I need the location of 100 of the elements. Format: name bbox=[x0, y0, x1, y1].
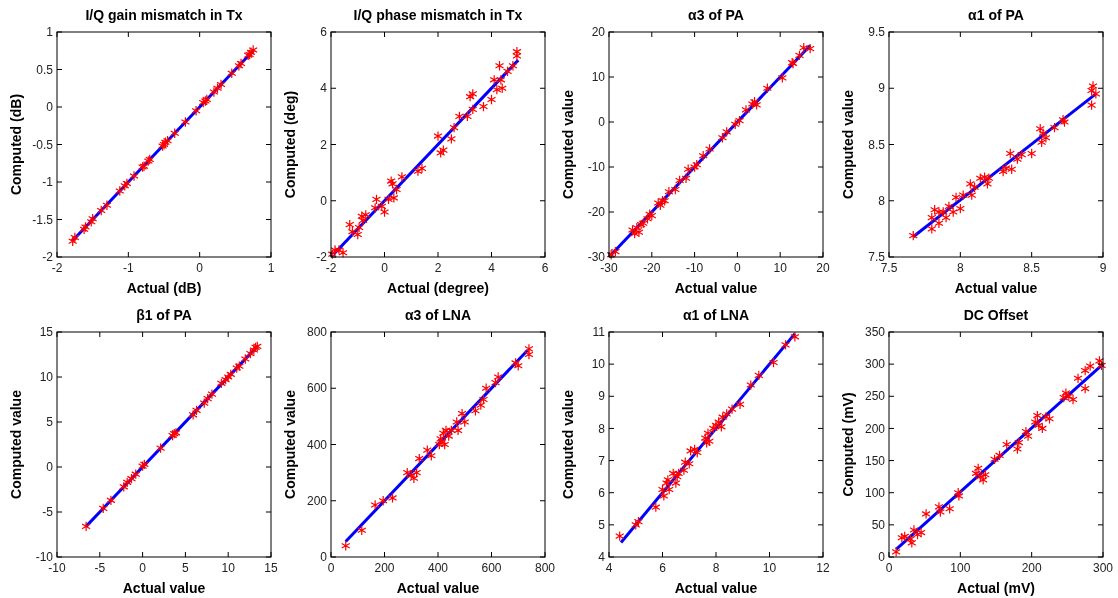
y-axis-title: Computed value bbox=[560, 389, 576, 499]
y-tick-label: 9.5 bbox=[868, 25, 886, 40]
x-tick-label: 10 bbox=[221, 561, 236, 575]
y-tick-label: -10 bbox=[35, 550, 54, 565]
x-tick-label: 200 bbox=[374, 561, 395, 575]
x-tick-label: 10 bbox=[762, 561, 777, 575]
x-tick-label: 8 bbox=[712, 561, 720, 575]
y-axis-title: Computed value bbox=[840, 89, 856, 199]
chart-title: I/Q gain mismatch in Tx bbox=[85, 7, 243, 23]
x-tick-label: 15 bbox=[264, 561, 278, 575]
x-axis-title: Actual value bbox=[674, 280, 758, 296]
y-axis-title: Computed (deg) bbox=[282, 90, 298, 199]
y-tick-label: 10 bbox=[39, 370, 54, 385]
y-axis-title: Computed value bbox=[282, 389, 298, 499]
y-tick-label: 0 bbox=[46, 460, 54, 475]
x-tick-label: -5 bbox=[94, 561, 106, 575]
x-tick-label: 300 bbox=[1092, 561, 1114, 575]
chart-title: DC Offset bbox=[963, 307, 1029, 323]
y-tick-label: 2 bbox=[320, 137, 328, 152]
y-tick-label: 100 bbox=[864, 485, 886, 500]
y-tick-label: 600 bbox=[306, 381, 328, 396]
x-axis-title: Actual value bbox=[674, 580, 758, 596]
y-tick-label: 6 bbox=[598, 485, 606, 500]
y-tick-label: 0.5 bbox=[36, 62, 54, 77]
y-tick-label: 4 bbox=[598, 550, 606, 565]
x-tick-label: 2 bbox=[434, 261, 442, 275]
y-tick-label: -10 bbox=[587, 160, 606, 175]
y-tick-label: 250 bbox=[864, 389, 886, 404]
y-tick-label: 6 bbox=[320, 25, 328, 40]
chart-title: I/Q phase mismatch in Tx bbox=[353, 7, 523, 23]
y-tick-label: 8.5 bbox=[868, 137, 886, 152]
y-tick-label: 400 bbox=[306, 437, 328, 452]
y-axis-title: Computed value bbox=[560, 89, 576, 199]
x-tick-label: 4 bbox=[488, 261, 496, 275]
y-tick-label: 9 bbox=[878, 81, 886, 96]
y-tick-label: 1 bbox=[46, 25, 54, 40]
x-axis-title: Actual value bbox=[954, 280, 1038, 296]
chart-title: α1 of LNA bbox=[682, 307, 750, 323]
y-tick-label: 10 bbox=[591, 70, 606, 85]
y-tick-label: -5 bbox=[42, 505, 54, 520]
y-tick-label: 8 bbox=[598, 421, 606, 436]
y-tick-label: 300 bbox=[864, 357, 886, 372]
x-tick-label: 0 bbox=[139, 561, 147, 575]
y-tick-label: 4 bbox=[320, 81, 328, 96]
x-axis-title: Actual (degree) bbox=[387, 280, 489, 296]
y-tick-label: -30 bbox=[587, 250, 606, 265]
y-tick-label: 0 bbox=[878, 550, 886, 565]
y-tick-label: 9 bbox=[598, 389, 606, 404]
x-tick-label: 400 bbox=[427, 561, 449, 575]
y-tick-label: 800 bbox=[306, 325, 328, 340]
y-axis-title: Computed (dB) bbox=[8, 93, 24, 196]
y-tick-label: 5 bbox=[598, 518, 606, 533]
y-tick-label: 0 bbox=[598, 115, 606, 130]
y-tick-label: 8 bbox=[878, 193, 886, 208]
y-tick-label: 11 bbox=[592, 325, 606, 340]
chart-title: α3 of PA bbox=[688, 7, 744, 23]
y-tick-label: 0 bbox=[46, 100, 54, 115]
x-tick-label: 1 bbox=[267, 261, 275, 275]
x-tick-label: 600 bbox=[481, 561, 502, 575]
x-tick-label: 10 bbox=[773, 261, 788, 275]
x-tick-label: 20 bbox=[816, 261, 830, 275]
x-axis-title: Actual value bbox=[122, 580, 206, 596]
x-tick-label: 0 bbox=[196, 261, 204, 275]
y-tick-label: 20 bbox=[591, 25, 606, 40]
y-tick-label: -20 bbox=[587, 205, 606, 220]
chart-title: α1 of PA bbox=[968, 7, 1024, 23]
y-axis-title: Computed value bbox=[8, 389, 24, 499]
x-tick-label: 100 bbox=[950, 561, 971, 575]
x-tick-label: 8.5 bbox=[1023, 261, 1041, 275]
y-tick-label: 15 bbox=[39, 325, 54, 340]
y-tick-label: -0.5 bbox=[32, 137, 54, 152]
y-tick-label: 50 bbox=[871, 518, 886, 533]
y-tick-label: 5 bbox=[46, 415, 54, 430]
y-tick-label: -1.5 bbox=[32, 212, 54, 227]
y-tick-label: 0 bbox=[320, 550, 328, 565]
y-tick-label: 7 bbox=[598, 453, 606, 468]
x-tick-label: -1 bbox=[123, 261, 134, 275]
x-tick-label: 0 bbox=[381, 261, 389, 275]
x-tick-label: 8 bbox=[956, 261, 964, 275]
x-axis-title: Actual value bbox=[396, 580, 480, 596]
y-tick-label: -1 bbox=[42, 175, 54, 190]
y-axis-title: Computed (mV) bbox=[840, 392, 856, 497]
y-tick-label: -2 bbox=[42, 250, 54, 265]
x-tick-label: 6 bbox=[659, 561, 667, 575]
x-tick-label: -10 bbox=[685, 261, 704, 275]
x-axis-title: Actual (mV) bbox=[957, 580, 1035, 596]
y-tick-label: 350 bbox=[864, 325, 886, 340]
y-tick-label: 0 bbox=[320, 193, 328, 208]
chart-title: β1 of PA bbox=[136, 307, 192, 323]
x-tick-label: 9 bbox=[1099, 261, 1107, 275]
y-tick-label: 200 bbox=[306, 493, 328, 508]
y-tick-label: 150 bbox=[864, 453, 886, 468]
x-tick-label: 800 bbox=[534, 561, 556, 575]
x-tick-label: 200 bbox=[1021, 561, 1042, 575]
y-tick-label: 200 bbox=[864, 421, 886, 436]
y-tick-label: -2 bbox=[316, 250, 328, 265]
x-tick-label: 12 bbox=[816, 561, 830, 575]
chart-title: α3 of LNA bbox=[404, 307, 472, 323]
x-tick-label: 0 bbox=[734, 261, 742, 275]
x-tick-label: -20 bbox=[643, 261, 661, 275]
